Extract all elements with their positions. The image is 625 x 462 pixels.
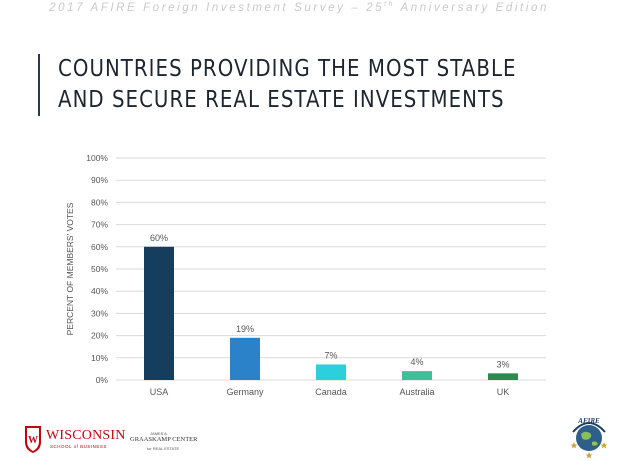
data-label-usa: 60% — [150, 233, 168, 243]
chart-bars — [144, 246, 518, 380]
bar-germany — [230, 337, 260, 380]
x-tick-label-australia: Australia — [399, 387, 434, 397]
x-axis-ticks: USA Germany Canada Australia UK — [150, 387, 510, 397]
survey-header-tail: Anniversary Edition — [395, 1, 549, 14]
bar-usa — [144, 246, 174, 380]
y-tick-label: 60% — [91, 242, 108, 252]
chart-grid — [116, 157, 546, 381]
survey-header-sup: th — [384, 1, 396, 8]
y-axis-label: PERCENT OF MEMBERS' VOTES — [65, 202, 75, 335]
data-label-uk: 3% — [496, 359, 509, 369]
y-tick-label: 50% — [91, 264, 108, 274]
x-tick-label-germany: Germany — [226, 387, 264, 397]
data-labels: 60% 19% 7% 4% 3% — [150, 233, 510, 370]
wisconsin-logo-subtext: SCHOOL of BUSINESS — [50, 444, 107, 449]
graaskamp-logo-pretext: JAMES A. — [150, 431, 169, 436]
slide-title: COUNTRIES PROVIDING THE MOST STABLE AND … — [58, 54, 517, 116]
y-tick-label: 100% — [86, 153, 108, 163]
y-axis-ticks: 0% 10% 20% 30% 40% 50% 60% 70% 80% 90% 100% — [86, 153, 108, 385]
y-tick-label: 10% — [91, 353, 108, 363]
survey-header: 2017 AFIRE Foreign Investment Survey – 2… — [0, 1, 625, 14]
wisconsin-logo-text: WISCONSIN — [46, 428, 126, 443]
y-tick-label: 70% — [91, 220, 108, 230]
afire-globe-logo-icon: AFIRE — [570, 417, 608, 459]
y-tick-label: 80% — [91, 197, 108, 207]
data-label-germany: 19% — [236, 324, 254, 334]
y-tick-label: 40% — [91, 286, 108, 296]
title-accent-bar — [38, 54, 40, 116]
y-tick-label: 90% — [91, 175, 108, 185]
graaskamp-logo-subtext: for REAL ESTATE — [147, 446, 180, 451]
data-label-australia: 4% — [410, 357, 423, 367]
bar-australia — [402, 371, 432, 380]
svg-text:W: W — [28, 435, 38, 446]
y-tick-label: 20% — [91, 331, 108, 341]
x-tick-label-uk: UK — [497, 387, 510, 397]
y-tick-label: 0% — [96, 375, 109, 385]
survey-header-main: 2017 AFIRE Foreign Investment Survey – 2… — [49, 1, 385, 14]
x-tick-label-canada: Canada — [315, 387, 347, 397]
slide-title-line2: AND SECURE REAL ESTATE INVESTMENTS — [58, 87, 505, 113]
data-label-canada: 7% — [324, 350, 337, 360]
y-tick-label: 30% — [91, 308, 108, 318]
bar-uk — [488, 373, 518, 380]
bar-canada — [316, 364, 346, 380]
x-tick-label-usa: USA — [150, 387, 169, 397]
svg-text:AFIRE: AFIRE — [577, 417, 600, 425]
uw-crest-icon: W — [25, 426, 41, 453]
slide-title-line1: COUNTRIES PROVIDING THE MOST STABLE — [58, 56, 517, 82]
graaskamp-logo-text: GRAASKAMP CENTER — [130, 436, 198, 443]
